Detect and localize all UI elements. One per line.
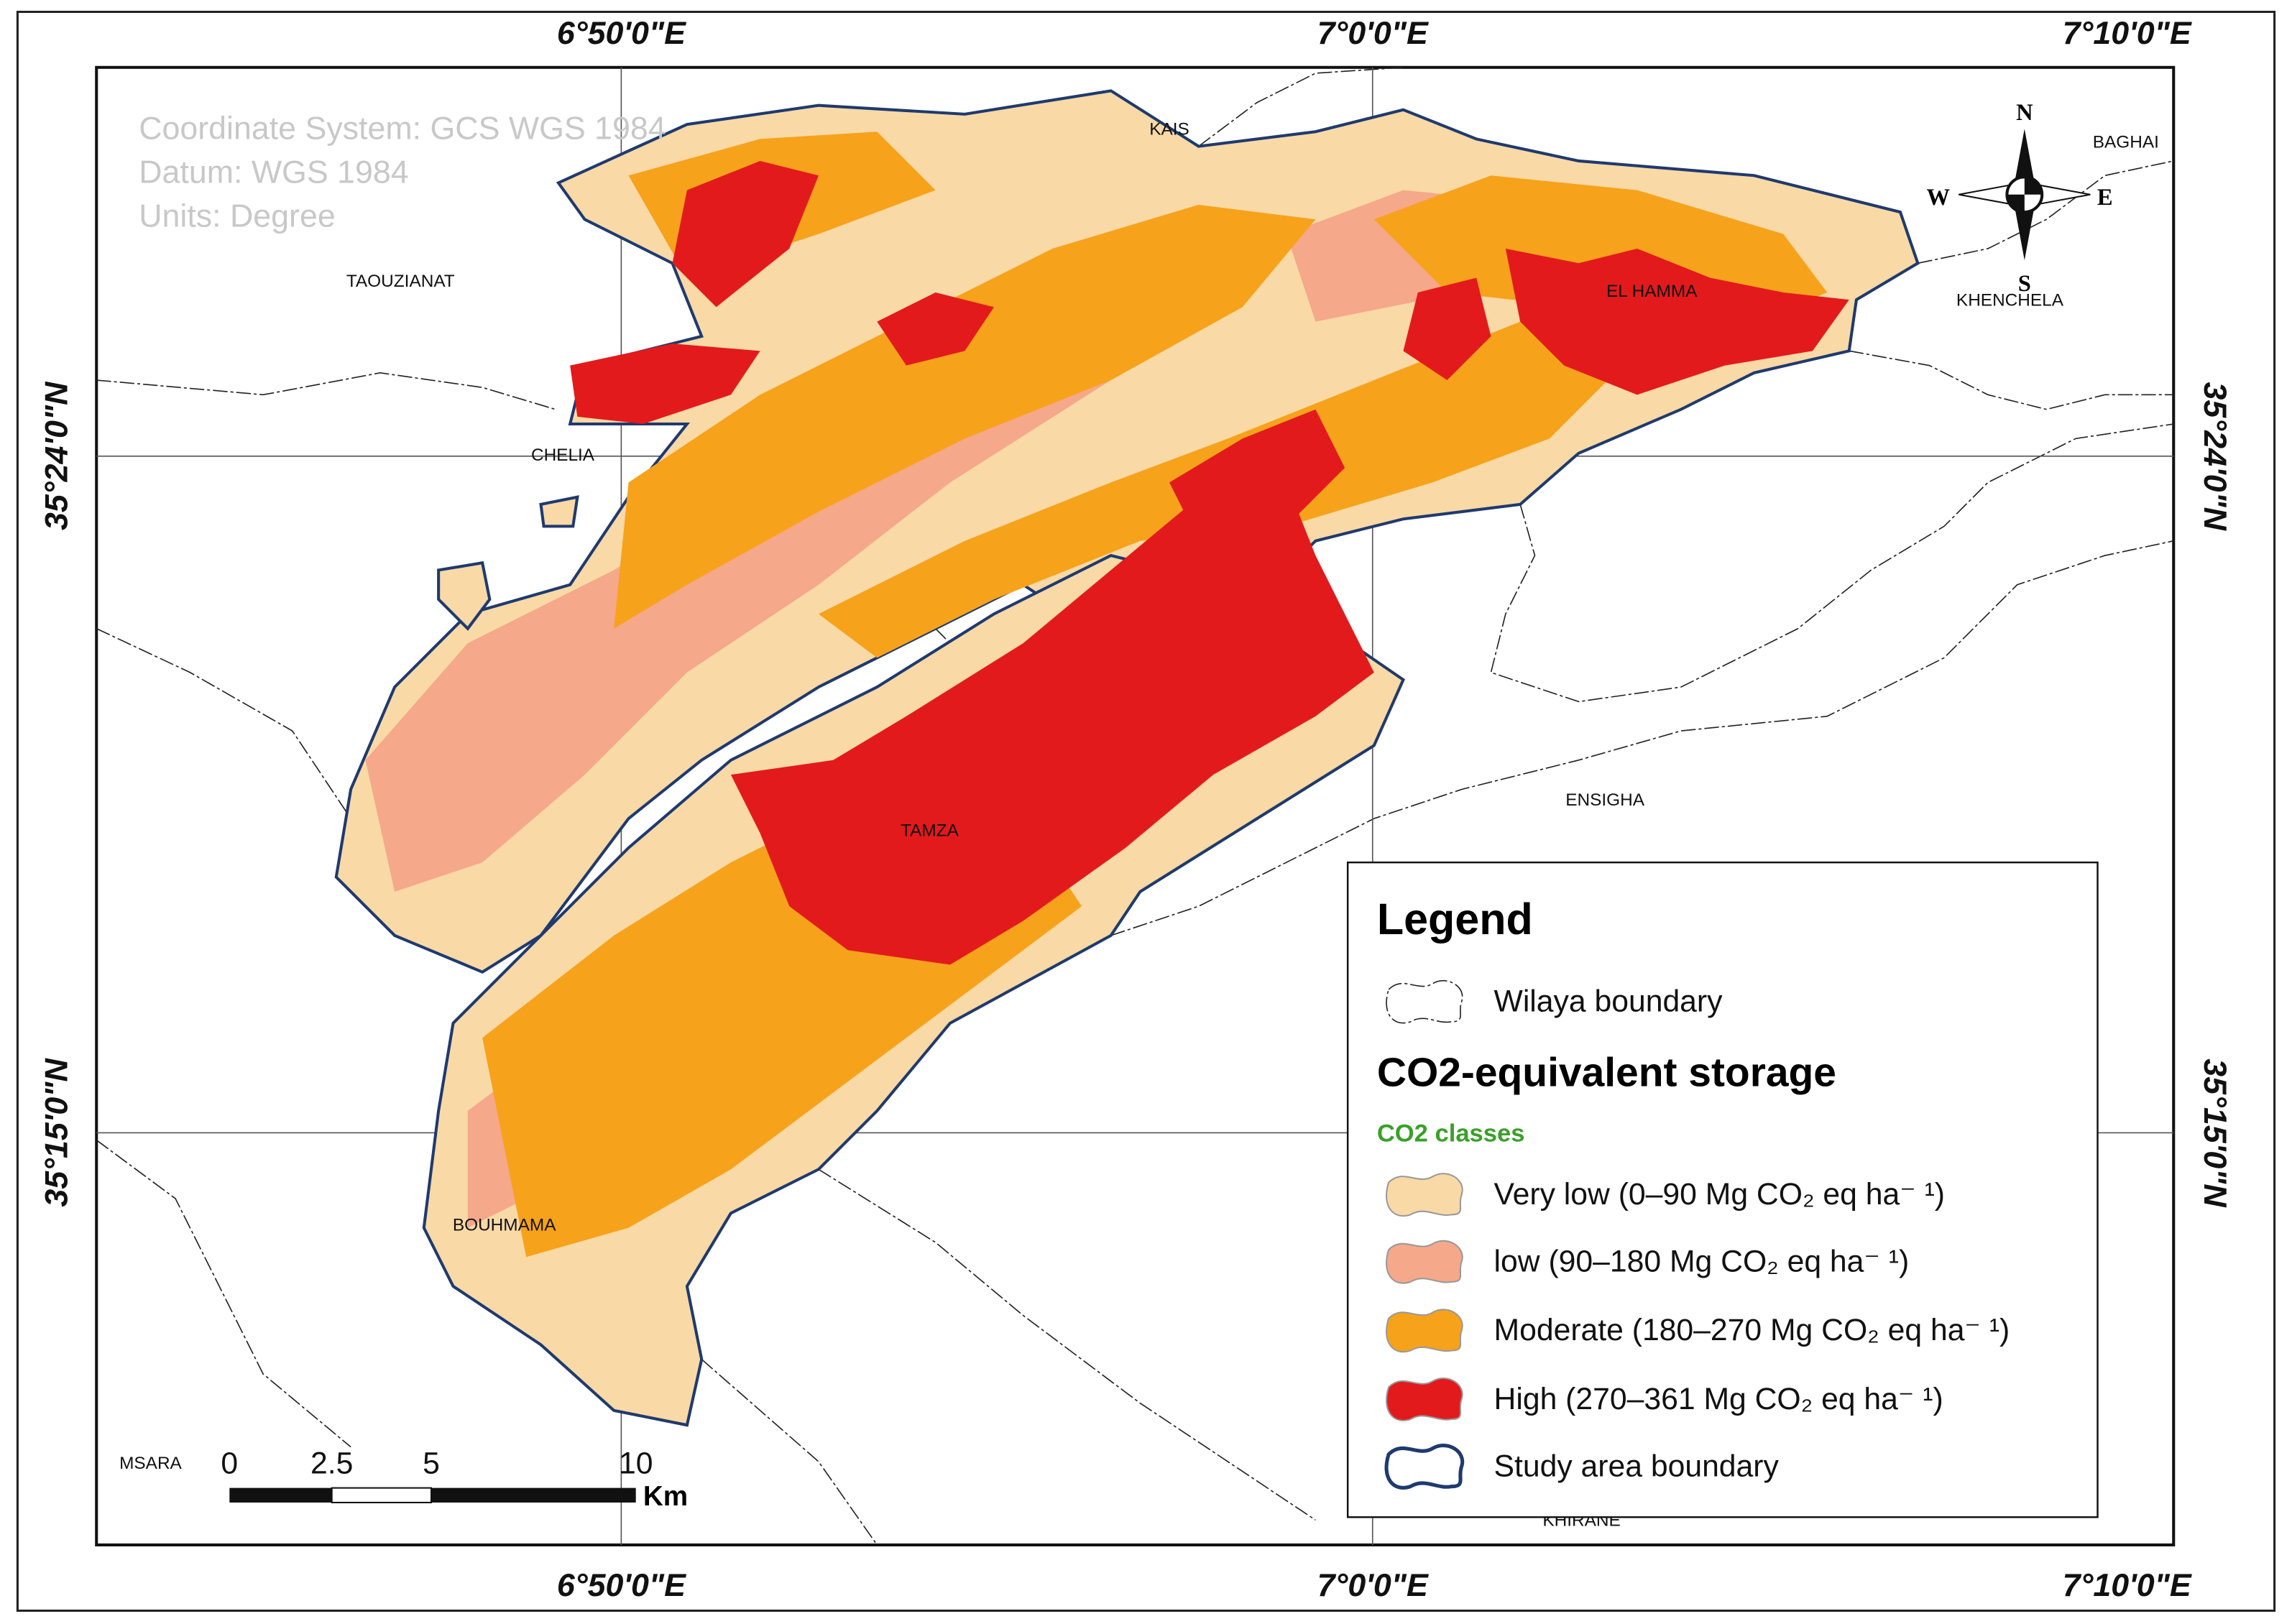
co2-high	[570, 160, 1849, 965]
legend-label: Study area boundary	[1494, 1449, 1780, 1483]
lon-label: 7°10'0"E	[2063, 15, 2192, 51]
place-label: EL HAMMA	[1606, 282, 1698, 301]
place-labels: TAOUZIANAT KAIS CHELIA EL HAMMA KHENCHEL…	[119, 119, 2159, 1530]
lon-label: 6°50'0"E	[557, 1567, 686, 1603]
scale-unit: Km	[643, 1481, 688, 1512]
place-label: BOUHMAMA	[453, 1216, 556, 1235]
place-label: TAOUZIANAT	[346, 272, 455, 291]
legend-heading: CO2-equivalent storage	[1377, 1049, 1836, 1095]
lon-label: 7°10'0"E	[2063, 1567, 2192, 1603]
legend-label: High (270–361 Mg CO₂ eq ha⁻ ¹)	[1494, 1382, 1943, 1416]
place-label: BAGHAI	[2093, 133, 2159, 152]
compass-n: N	[2016, 100, 2033, 126]
wilaya-boundaries	[96, 66, 2174, 1546]
north-arrow: N S E W	[1927, 100, 2113, 297]
legend-swatch	[1386, 1173, 1463, 1217]
legend-swatch	[1386, 1377, 1463, 1421]
scale-label: 5	[423, 1446, 440, 1480]
lat-label: 35°24'0"N	[39, 381, 75, 530]
place-label: MSARA	[119, 1454, 182, 1473]
scale-label: 2.5	[310, 1446, 353, 1480]
place-label: ENSIGHA	[1565, 790, 1645, 810]
lat-label: 35°15'0"N	[39, 1058, 75, 1207]
lon-label: 7°0'0"E	[1317, 15, 1429, 51]
coordinate-info: Coordinate System: GCS WGS 1984 Datum: W…	[139, 110, 666, 234]
legend-title: Legend	[1377, 895, 1533, 944]
lon-label: 6°50'0"E	[557, 15, 686, 51]
legend-subheading: CO2 classes	[1377, 1120, 1525, 1148]
legend-label: Wilaya boundary	[1494, 984, 1723, 1019]
scale-label: 10	[619, 1446, 653, 1480]
place-label: TAMZA	[901, 821, 959, 841]
place-label: CHELIA	[531, 446, 595, 465]
legend-label: low (90–180 Mg CO₂ eq ha⁻ ¹)	[1494, 1245, 1910, 1279]
graticule-labels: 6°50'0"E 7°0'0"E 7°10'0"E 6°50'0"E 7°0'0…	[39, 15, 2233, 1603]
scale-bar: 0 2.5 5 10 Km	[221, 1446, 688, 1512]
lon-label: 7°0'0"E	[1317, 1567, 1429, 1603]
legend-swatch	[1386, 979, 1463, 1024]
legend-swatch	[1384, 1444, 1465, 1490]
compass-w: W	[1927, 185, 1951, 211]
place-label: KHENCHELA	[1956, 290, 2064, 310]
legend: Legend Wilaya boundary CO2-equivalent st…	[1346, 861, 2099, 1518]
lat-label: 35°24'0"N	[2197, 382, 2233, 532]
info-line: Coordinate System: GCS WGS 1984	[139, 110, 666, 146]
compass-e: E	[2097, 185, 2113, 211]
scale-label: 0	[221, 1446, 238, 1480]
legend-label: Moderate (180–270 Mg CO₂ eq ha⁻ ¹)	[1494, 1313, 2010, 1347]
compass-s: S	[2018, 271, 2031, 297]
lat-label: 35°15'0"N	[2197, 1058, 2233, 1208]
place-label: KAIS	[1149, 119, 1189, 139]
legend-swatch	[1386, 1240, 1463, 1284]
legend-swatch	[1386, 1309, 1463, 1353]
legend-label: Very low (0–90 Mg CO₂ eq ha⁻ ¹)	[1494, 1177, 1946, 1212]
info-line: Datum: WGS 1984	[139, 154, 408, 190]
info-line: Units: Degree	[139, 198, 336, 234]
